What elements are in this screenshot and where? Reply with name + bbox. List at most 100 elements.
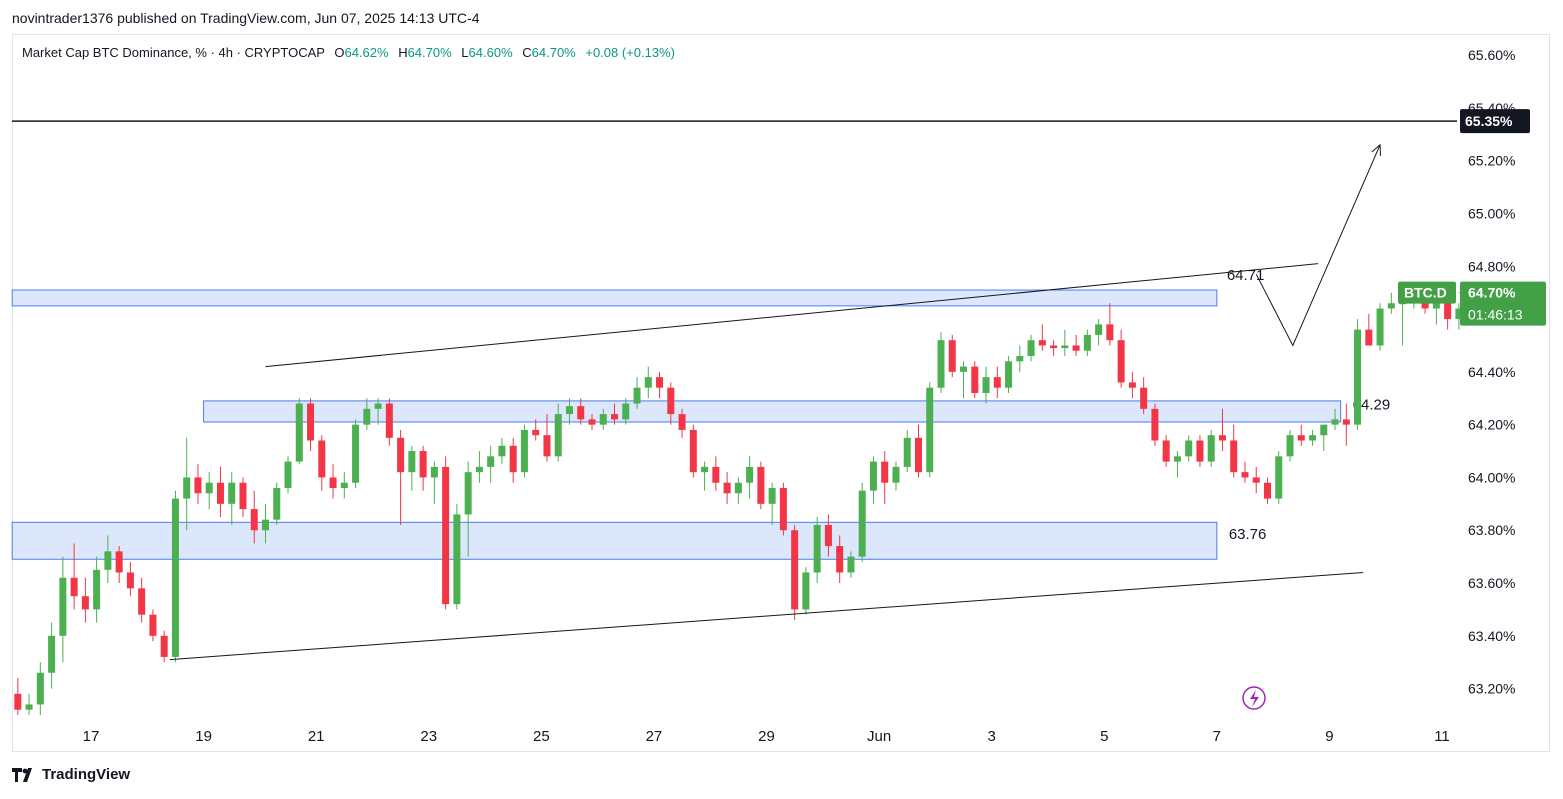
candle-body[interactable] [1286, 435, 1294, 457]
candle-body[interactable] [993, 377, 1001, 388]
candle-body[interactable] [1241, 472, 1249, 478]
candle-body[interactable] [611, 414, 619, 420]
candle-body[interactable] [1218, 435, 1226, 441]
candle-body[interactable] [847, 556, 855, 573]
candle-body[interactable] [1027, 340, 1035, 357]
candle-body[interactable] [1376, 308, 1384, 346]
candle-body[interactable] [532, 429, 540, 436]
candle-body[interactable] [329, 477, 337, 488]
candle-body[interactable] [577, 406, 585, 420]
candle-body[interactable] [1263, 482, 1271, 499]
candle-body[interactable] [689, 429, 697, 473]
candle-body[interactable] [1072, 345, 1080, 351]
candle-body[interactable] [1196, 440, 1204, 462]
candle-body[interactable] [667, 387, 675, 415]
lightning-icon[interactable] [1242, 686, 1266, 710]
candle-body[interactable] [1061, 345, 1069, 349]
candle-body[interactable] [1151, 408, 1159, 441]
candle-body[interactable] [948, 340, 956, 372]
candle-body[interactable] [228, 482, 236, 504]
candle-body[interactable] [262, 519, 270, 531]
candle-body[interactable] [104, 551, 112, 570]
candle-body[interactable] [554, 414, 562, 457]
candle-body[interactable] [723, 482, 731, 494]
candle-body[interactable] [1140, 387, 1148, 409]
candle-body[interactable] [712, 466, 720, 483]
candle-body[interactable] [171, 498, 179, 657]
candle-body[interactable] [678, 414, 686, 430]
candle-body[interactable] [757, 466, 765, 504]
candle-body[interactable] [1331, 419, 1339, 425]
candle-body[interactable] [295, 403, 303, 462]
candle-body[interactable] [1297, 435, 1305, 441]
candle-body[interactable] [273, 488, 281, 520]
candle-body[interactable] [205, 482, 213, 494]
candle-body[interactable] [1162, 440, 1170, 462]
candle-body[interactable] [408, 451, 416, 473]
candle-body[interactable] [498, 445, 506, 457]
tradingview-footer[interactable]: TradingView [12, 766, 130, 783]
candle-body[interactable] [374, 403, 382, 409]
candle-body[interactable] [656, 377, 664, 388]
candle-body[interactable] [1365, 329, 1373, 346]
candle-body[interactable] [1354, 329, 1362, 425]
candle-body[interactable] [881, 461, 889, 483]
candle-body[interactable] [318, 440, 326, 478]
candle-body[interactable] [1444, 292, 1452, 320]
candle-body[interactable] [138, 588, 146, 615]
candle-body[interactable] [813, 524, 821, 573]
candle-body[interactable] [70, 577, 78, 597]
candle-body[interactable] [1173, 456, 1181, 462]
candle-body[interactable] [284, 461, 292, 488]
candle-body[interactable] [464, 472, 472, 515]
candle-body[interactable] [126, 572, 134, 589]
candle-body[interactable] [25, 704, 33, 710]
candle-body[interactable] [1050, 345, 1058, 349]
candle-body[interactable] [1128, 382, 1136, 388]
candle-body[interactable] [971, 366, 979, 393]
candle-body[interactable] [937, 340, 945, 388]
candle-body[interactable] [59, 577, 67, 636]
projection-path[interactable] [1255, 144, 1381, 347]
candle-body[interactable] [453, 514, 461, 605]
candle-body[interactable] [565, 406, 573, 415]
candle-body[interactable] [824, 524, 832, 547]
candle-body[interactable] [1083, 334, 1091, 351]
candle-body[interactable] [746, 466, 754, 483]
candle-body[interactable] [14, 693, 22, 710]
candle-body[interactable] [1320, 424, 1328, 436]
candle-body[interactable] [509, 445, 517, 473]
candle-body[interactable] [599, 414, 607, 425]
candle-body[interactable] [588, 419, 596, 425]
candle-body[interactable] [352, 424, 360, 483]
candle-body[interactable] [183, 477, 191, 499]
candle-body[interactable] [1095, 324, 1103, 335]
candle-body[interactable] [1230, 440, 1238, 473]
candle-body[interactable] [791, 530, 799, 610]
candle-body[interactable] [836, 546, 844, 573]
candle-body[interactable] [1399, 303, 1407, 305]
candle-body[interactable] [644, 377, 652, 388]
candle-body[interactable] [250, 509, 258, 531]
candle-body[interactable] [543, 435, 551, 457]
candle-body[interactable] [48, 635, 56, 673]
candle-body[interactable] [914, 437, 922, 473]
candle-body[interactable] [802, 572, 810, 610]
candle-body[interactable] [93, 569, 101, 610]
candle-body[interactable] [734, 482, 742, 494]
candle-body[interactable] [430, 466, 438, 478]
candle-body[interactable] [419, 451, 427, 478]
candle-body[interactable] [892, 466, 900, 483]
candle-body[interactable] [363, 408, 371, 425]
candle-body[interactable] [1185, 440, 1193, 457]
candle-body[interactable] [1016, 356, 1024, 362]
candle-body[interactable] [216, 482, 224, 504]
candle-body[interactable] [903, 437, 911, 467]
candle-body[interactable] [1387, 303, 1395, 309]
candle-body[interactable] [81, 596, 89, 610]
candle-body[interactable] [982, 377, 990, 393]
candle-body[interactable] [633, 387, 641, 404]
candle-body[interactable] [1106, 324, 1114, 341]
upper-trendline[interactable] [265, 263, 1319, 368]
